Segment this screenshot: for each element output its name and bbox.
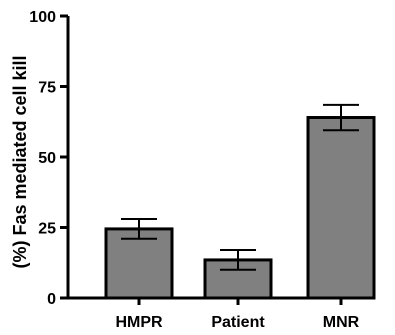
x-tick-label: HMPR <box>115 314 163 331</box>
y-tick-label: 50 <box>38 150 56 167</box>
bar <box>306 116 376 300</box>
x-tick-label: Patient <box>211 314 265 331</box>
y-tick-label: 0 <box>47 291 56 308</box>
y-tick-label: 100 <box>29 9 56 26</box>
y-tick-label: 25 <box>38 221 56 238</box>
y-axis-title: (%) Fas mediated cell kill <box>10 55 30 268</box>
x-tick-label: MNR <box>323 314 360 331</box>
y-tick-label: 75 <box>38 80 56 97</box>
